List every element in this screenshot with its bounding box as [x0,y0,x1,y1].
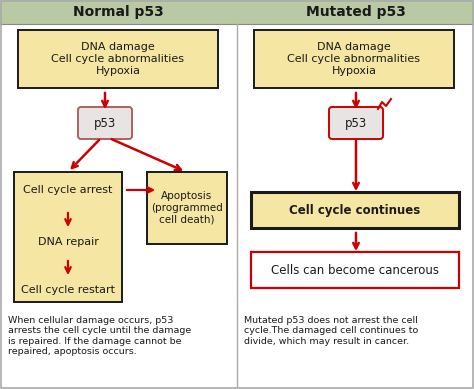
Text: Cells can become cancerous: Cells can become cancerous [271,263,439,277]
Text: Normal p53: Normal p53 [73,5,164,19]
FancyBboxPatch shape [329,107,383,139]
Bar [0,0,474,24]
Text: Apoptosis
(programmed
cell death): Apoptosis (programmed cell death) [151,191,223,224]
FancyBboxPatch shape [147,172,227,244]
FancyBboxPatch shape [14,172,122,302]
FancyBboxPatch shape [254,30,454,88]
Text: p53: p53 [94,116,116,130]
FancyBboxPatch shape [78,107,132,139]
Text: DNA damage
Cell cycle abnormalities
Hypoxia: DNA damage Cell cycle abnormalities Hypo… [288,42,420,75]
FancyBboxPatch shape [251,192,459,228]
FancyBboxPatch shape [251,252,459,288]
Text: Mutated p53 does not arrest the cell
cycle.The damaged cell continues to
divide,: Mutated p53 does not arrest the cell cyc… [244,316,418,346]
FancyBboxPatch shape [18,30,218,88]
Text: Cell cycle restart: Cell cycle restart [21,285,115,295]
Text: Cell cycle arrest: Cell cycle arrest [23,185,113,195]
Text: DNA damage
Cell cycle abnormalities
Hypoxia: DNA damage Cell cycle abnormalities Hypo… [52,42,184,75]
Text: DNA repair: DNA repair [37,237,99,247]
Text: Cell cycle continues: Cell cycle continues [289,203,420,217]
Text: When cellular damage occurs, p53
arrests the cell cycle until the damage
is repa: When cellular damage occurs, p53 arrests… [8,316,191,356]
Text: Mutated p53: Mutated p53 [306,5,406,19]
Text: p53: p53 [345,116,367,130]
